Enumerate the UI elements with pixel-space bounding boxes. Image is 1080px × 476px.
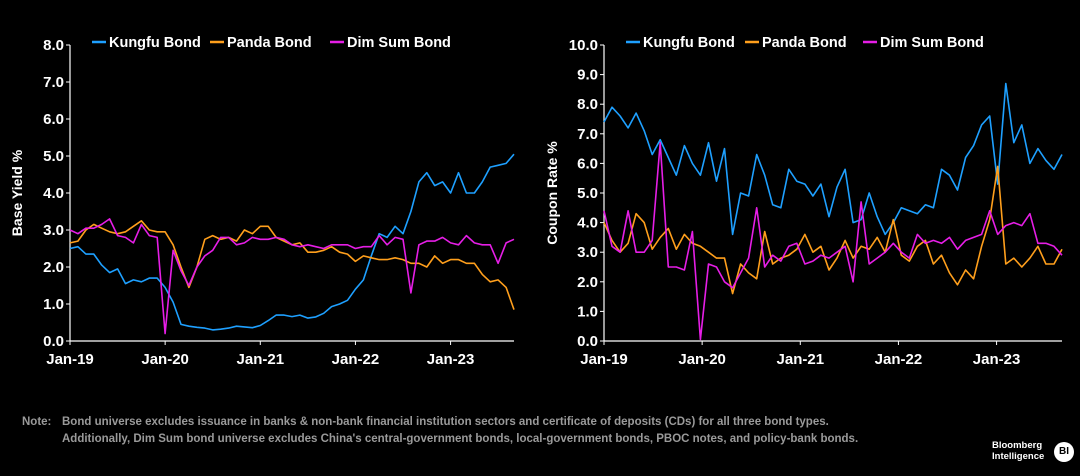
y-tick-label: 1.0 — [577, 303, 598, 320]
y-tick-label: 3.0 — [43, 222, 64, 239]
legend-label: Kungfu Bond — [643, 35, 735, 51]
x-tick-label: Jan-23 — [427, 351, 475, 368]
bloomberg-intelligence-logo: Bloomberg Intelligence BI — [992, 440, 1076, 470]
chart-2: 0.0 1.0 2.0 3.0 4.0 5.0 6.0 7.0 8.0 9.0 10.0 Jan-19… — [544, 35, 1063, 368]
x-tick-label: Jan-20 — [678, 351, 726, 368]
y-tick-label: 4.0 — [577, 215, 598, 232]
y-tick-label: 0.0 — [43, 333, 64, 350]
series-line-panda-bond — [603, 165, 1063, 295]
footnote-line-1: Bond universe excludes issuance in banks… — [62, 416, 829, 428]
y-tick-label: 7.0 — [577, 126, 598, 143]
y-tick-label: 6.0 — [43, 111, 64, 128]
footnote-label: Note: — [22, 416, 52, 428]
y-tick-label: 6.0 — [577, 155, 598, 172]
logo-text: Bloomberg Intelligence — [992, 440, 1044, 462]
y-tick-label: 8.0 — [43, 37, 64, 54]
y-tick-label: 1.0 — [43, 296, 64, 313]
bi-badge-icon: BI — [1054, 442, 1074, 462]
x-tick-label: Jan-21 — [237, 351, 285, 368]
x-tick-label: Jan-19 — [580, 351, 628, 368]
legend-label: Dim Sum Bond — [347, 35, 451, 51]
chart-1: 0.0 1.0 2.0 3.0 4.0 5.0 6.0 7.0 8.0 Jan-19 Jan-20 J… — [9, 35, 515, 368]
legend-label: Kungfu Bond — [109, 35, 201, 51]
x-tick-label: Jan-22 — [875, 351, 923, 368]
y-tick-label: 3.0 — [577, 244, 598, 261]
y-tick-label: 10.0 — [569, 37, 598, 54]
y-tick-label: 9.0 — [577, 67, 598, 84]
y-tick-label: 7.0 — [43, 74, 64, 91]
series-line-dim-sum-bond — [603, 141, 1063, 341]
y-tick-label: 5.0 — [577, 185, 598, 202]
x-tick-label: Jan-23 — [973, 351, 1021, 368]
y-tick-label: 2.0 — [43, 259, 64, 276]
logo-line-1: Bloomberg — [992, 440, 1043, 451]
y-axis-title: Base Yield % — [9, 149, 25, 236]
x-tick-label: Jan-21 — [777, 351, 825, 368]
legend-label: Panda Bond — [762, 35, 847, 51]
y-tick-label: 8.0 — [577, 96, 598, 113]
y-tick-label: 2.0 — [577, 274, 598, 291]
y-tick-label: 4.0 — [43, 185, 64, 202]
x-tick-label: Jan-22 — [332, 351, 380, 368]
series-line-dim-sum-bond — [69, 218, 515, 335]
x-tick-label: Jan-19 — [46, 351, 94, 368]
footnote-line-2: Additionally, Dim Sum bond universe excl… — [62, 433, 859, 445]
y-tick-label: 0.0 — [577, 333, 598, 350]
series-line-kungfu-bond — [603, 82, 1063, 236]
legend-label: Panda Bond — [227, 35, 312, 51]
y-tick-label: 5.0 — [43, 148, 64, 165]
y-axis-title: Coupon Rate % — [544, 141, 560, 245]
x-tick-label: Jan-20 — [141, 351, 189, 368]
legend-label: Dim Sum Bond — [880, 35, 984, 51]
series-line-kungfu-bond — [69, 153, 515, 331]
logo-line-2: Intelligence — [992, 451, 1045, 462]
